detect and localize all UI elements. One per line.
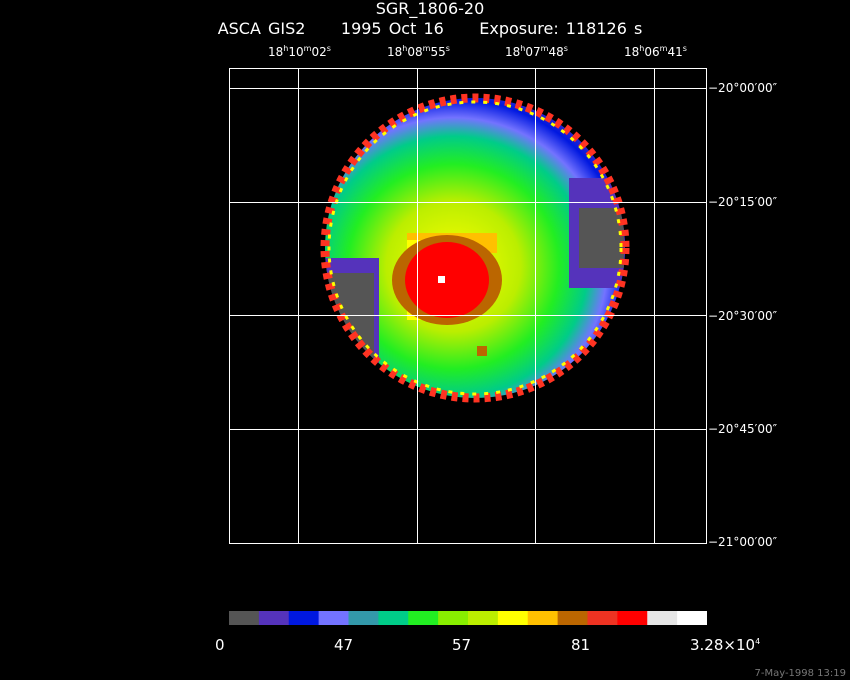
dec-label: −21°00′00″ — [708, 535, 778, 549]
instrument-label: ASCA GIS2 — [217, 19, 306, 38]
colorbar-label: 81 — [571, 636, 591, 654]
colorbar-swatch — [527, 611, 559, 625]
colorbar-swatch — [288, 611, 320, 625]
colorbar-swatch — [587, 611, 618, 625]
dec-label: −20°00′00″ — [708, 81, 778, 95]
xray-image — [229, 68, 707, 544]
colorbar-label: 57 — [452, 636, 472, 654]
ra-label: 18h07m48s — [505, 44, 568, 59]
detector-rim — [320, 93, 630, 403]
ra-label: 18h06m41s — [624, 44, 687, 59]
timestamp: 7-May-1998 13:19 — [754, 668, 846, 679]
observation-date: 1995 Oct 16 — [340, 19, 444, 38]
colorbar-swatch — [408, 611, 439, 625]
coordinate-grid — [229, 68, 707, 544]
colorbar-swatch — [378, 611, 409, 625]
colorbar-swatch — [497, 611, 529, 625]
exposure-label: Exposure: 118126 s — [479, 19, 643, 38]
colorbar-label-max: 3.28×104 — [690, 636, 761, 654]
colorbar-swatch — [438, 611, 469, 625]
colorbar — [229, 611, 707, 625]
colorbar-label: 0 — [215, 636, 225, 654]
image-title: SGR_1806-20 — [375, 0, 485, 18]
bright-source — [392, 235, 502, 325]
dec-label: −20°15′00″ — [708, 195, 778, 209]
ra-label: 18h10m02s — [268, 44, 331, 59]
colorbar-swatch — [617, 611, 648, 625]
colorbar-swatch — [348, 611, 379, 625]
colorbar-swatch — [258, 611, 290, 625]
colorbar-swatch — [557, 611, 589, 625]
ra-label: 18h08m55s — [387, 44, 450, 59]
colorbar-swatch — [468, 611, 499, 625]
colorbar-swatch — [229, 611, 260, 625]
dec-label: −20°30′00″ — [708, 309, 778, 323]
colorbar-swatch — [318, 611, 350, 625]
colorbar-swatch — [677, 611, 707, 625]
colorbar-label: 47 — [334, 636, 354, 654]
colorbar-swatch — [647, 611, 678, 625]
dec-label: −20°45′00″ — [708, 422, 778, 436]
image-subtitle: ASCA GIS2 1995 Oct 16 Exposure: 118126 s — [5, 20, 850, 38]
